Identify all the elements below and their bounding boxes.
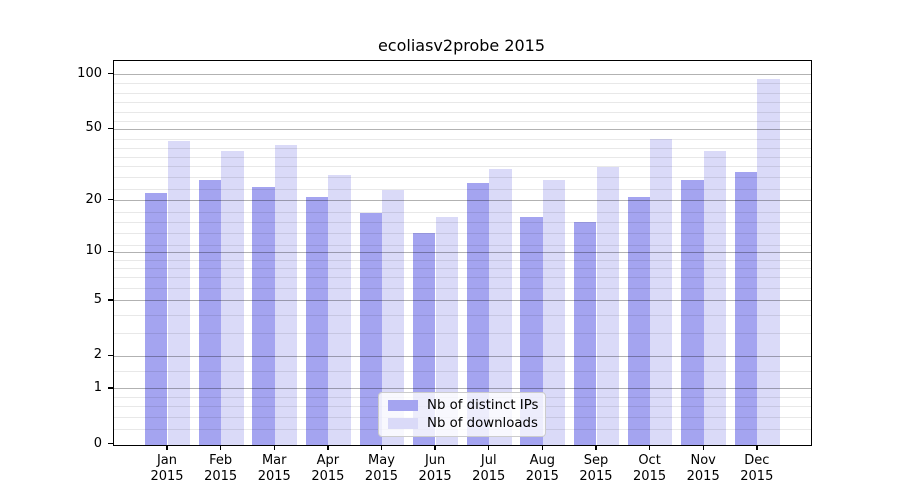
x-tick-label-apr: Apr 2015 [311,452,345,485]
plot-area [113,60,812,446]
legend: Nb of distinct IPs Nb of downloads [378,392,546,437]
legend-entry-downloads: Nb of downloads [388,416,545,431]
bar-downloads-jul [489,169,512,445]
x-tick-mark [488,444,490,450]
y-tick-mark [108,73,113,75]
x-tick-label-may: May 2015 [364,452,399,485]
legend-swatch-distinct-ips-icon [388,400,418,411]
bar-distinct-ips-jul [466,183,490,445]
bar-distinct-ips-apr [305,196,329,445]
x-tick-label-mar: Mar 2015 [257,452,291,485]
y-tick-mark [108,299,113,301]
y-tick-mark [108,354,113,357]
legend-entry-distinct-ips: Nb of distinct IPs [388,398,545,413]
bar-downloads-mar [274,145,298,445]
x-tick-mark [434,444,436,450]
y-tick-label-1: 1 [93,379,102,395]
x-tick-label-nov: Nov 2015 [686,452,720,485]
bar-downloads-may [382,189,405,445]
x-tick-mark [327,444,329,450]
bar-distinct-ips-feb [198,180,222,445]
bar-distinct-ips-oct [627,196,650,445]
x-tick-label-sep: Sep 2015 [579,452,613,485]
x-tick-label-oct: Oct 2015 [633,452,667,485]
bar-downloads-feb [221,150,244,445]
y-tick-mark [108,387,113,389]
x-tick-mark [380,444,383,450]
bar-downloads-jan [167,141,190,445]
x-tick-mark [756,444,758,450]
legend-label-distinct-ips: Nb of distinct IPs [427,398,539,413]
x-tick-label-jul: Jul 2015 [472,452,506,485]
bar-distinct-ips-may [359,212,382,445]
y-tick-label-0: 0 [93,435,102,451]
y-tick-label-10: 10 [85,243,102,259]
x-tick-mark [541,444,544,450]
x-tick-mark [219,444,222,450]
bar-distinct-ips-mar [252,186,275,445]
bar-downloads-apr [328,174,351,445]
y-tick-mark [108,198,113,201]
bars-layer [114,61,811,445]
x-tick-mark [702,444,704,450]
bar-distinct-ips-aug [520,217,543,445]
y-tick-mark [108,442,113,445]
x-tick-label-jun: Jun 2015 [418,452,452,485]
y-tick-label-100: 100 [77,65,102,81]
y-tick-label-20: 20 [85,191,102,207]
y-tick-label-50: 50 [85,120,102,136]
x-tick-label-dec: Dec 2015 [740,452,774,485]
y-tick-mark [108,250,113,253]
legend-label-downloads: Nb of downloads [427,416,538,431]
bar-downloads-jun [435,217,458,445]
bar-downloads-aug [542,180,566,445]
x-tick-mark [273,444,275,450]
legend-swatch-downloads-icon [388,418,418,429]
bar-downloads-sep [596,166,619,445]
y-tick-mark [108,127,113,130]
chart-title: ecoliasv2probe 2015 [377,36,546,55]
bar-distinct-ips-jan [145,193,168,445]
bar-downloads-nov [703,150,727,445]
bar-distinct-ips-nov [681,180,704,445]
x-tick-mark [595,444,597,450]
y-tick-label-2: 2 [93,347,102,363]
x-tick-mark [648,444,651,450]
x-tick-mark [166,444,168,450]
bar-distinct-ips-dec [734,171,758,445]
bar-distinct-ips-sep [574,222,597,445]
bar-downloads-oct [650,139,673,445]
x-tick-label-jan: Jan 2015 [150,452,184,485]
x-tick-label-aug: Aug 2015 [525,452,559,485]
bar-downloads-dec [757,78,780,445]
y-tick-label-5: 5 [93,291,102,307]
bar-distinct-ips-jun [413,233,436,445]
x-tick-label-feb: Feb 2015 [204,452,238,485]
